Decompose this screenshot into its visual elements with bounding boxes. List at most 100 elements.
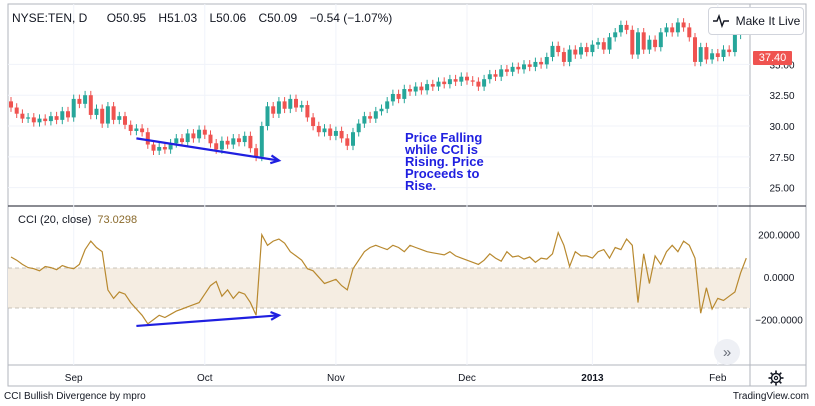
- candle-body: [556, 45, 561, 53]
- candle: [402, 84, 407, 104]
- candle-body: [123, 116, 127, 125]
- make-it-live-label: Make It Live: [735, 14, 801, 28]
- candle-body: [636, 32, 640, 55]
- candle: [522, 60, 526, 74]
- candle: [180, 134, 184, 147]
- candle: [191, 129, 196, 143]
- candle-body: [208, 134, 213, 144]
- gear-icon[interactable]: [768, 370, 784, 386]
- candle: [299, 100, 304, 112]
- candle: [658, 28, 663, 52]
- candle-body: [408, 89, 412, 92]
- candle-body: [442, 81, 447, 85]
- candle: [396, 89, 401, 104]
- candle: [48, 111, 53, 126]
- candle: [630, 25, 635, 59]
- candle-body: [527, 64, 532, 67]
- candle-body: [419, 86, 424, 91]
- candle-body: [396, 93, 401, 99]
- candle-body: [316, 126, 321, 133]
- candle-body: [658, 32, 663, 48]
- cci-tick-label: −200.0000: [755, 316, 803, 327]
- candle: [157, 142, 162, 155]
- candle: [624, 20, 629, 35]
- candle-body: [613, 32, 618, 38]
- candle: [276, 97, 281, 119]
- candle: [704, 42, 709, 64]
- time-tick-label: Feb: [709, 373, 727, 384]
- divergence-arrow[interactable]: [136, 137, 282, 165]
- footer-brand[interactable]: TradingView.com: [732, 391, 809, 402]
- candle-body: [43, 118, 48, 122]
- make-it-live-button[interactable]: Make It Live: [708, 7, 804, 35]
- candle-body: [288, 98, 293, 109]
- time-tick-label: 2013: [581, 373, 604, 384]
- candle-body: [117, 116, 122, 120]
- candle-body: [162, 146, 167, 150]
- candle: [43, 114, 48, 126]
- candle: [225, 136, 230, 149]
- candle-body: [271, 106, 276, 114]
- candle: [556, 41, 561, 57]
- candle: [168, 138, 173, 154]
- candle: [430, 79, 435, 91]
- divergence-arrows[interactable]: [136, 137, 282, 328]
- candle: [693, 32, 697, 67]
- candle-body: [539, 61, 544, 65]
- pulse-icon: [712, 14, 729, 28]
- divergence-arrow[interactable]: [136, 311, 282, 328]
- candle-body: [254, 148, 259, 157]
- candle: [584, 42, 589, 57]
- high-value: H51.03: [158, 11, 198, 25]
- candle-body: [579, 47, 583, 55]
- candle: [20, 109, 25, 123]
- candle-body: [14, 107, 19, 114]
- last-price-tag: 37.40: [753, 51, 792, 65]
- candle: [681, 18, 686, 32]
- candle-body: [248, 135, 253, 149]
- candle: [345, 134, 350, 151]
- candle-body: [48, 116, 53, 122]
- candle: [390, 89, 395, 106]
- annotation-line: Rising. Price: [405, 154, 484, 169]
- candle: [100, 104, 105, 128]
- candle: [510, 62, 515, 77]
- annotation-text[interactable]: Price Falling while CCI is Rising. Price…: [405, 131, 484, 192]
- candle: [282, 97, 287, 114]
- time-tick-label: Nov: [327, 373, 345, 384]
- candle-body: [362, 116, 367, 124]
- time-tick-label: Sep: [65, 373, 83, 384]
- candle-body: [727, 49, 732, 53]
- arrow-head: [270, 311, 282, 321]
- price-tick-label: 27.50: [769, 153, 794, 164]
- candle: [362, 111, 367, 128]
- candle-body: [710, 53, 715, 60]
- candle: [470, 76, 475, 86]
- candle: [664, 23, 669, 37]
- ticker-label[interactable]: NYSE:TEN, D: [12, 11, 88, 25]
- candle: [88, 90, 93, 120]
- candle: [425, 79, 430, 95]
- time-tick-label: Dec: [458, 373, 476, 384]
- candle-body: [732, 34, 737, 53]
- change-value: −0.54 (−1.07%): [309, 11, 393, 25]
- candle: [328, 124, 333, 141]
- candle: [9, 97, 13, 112]
- candle: [128, 120, 133, 136]
- candle: [145, 127, 150, 149]
- candle-body: [436, 81, 441, 87]
- price-tick-label: 25.00: [769, 184, 794, 195]
- candle: [60, 106, 65, 125]
- candle-body: [601, 42, 606, 50]
- candle-body: [9, 101, 13, 108]
- scroll-to-realtime-button[interactable]: »: [714, 339, 740, 365]
- candle-body: [413, 86, 418, 92]
- annotation-line: while CCI is: [405, 142, 478, 157]
- double-chevron-right-icon: »: [722, 343, 732, 361]
- candle: [653, 35, 658, 52]
- candle-body: [71, 98, 76, 118]
- candle-body: [26, 117, 31, 119]
- cci-legend[interactable]: CCI (20, close) 73.0298: [18, 214, 137, 226]
- candle-body: [596, 42, 601, 45]
